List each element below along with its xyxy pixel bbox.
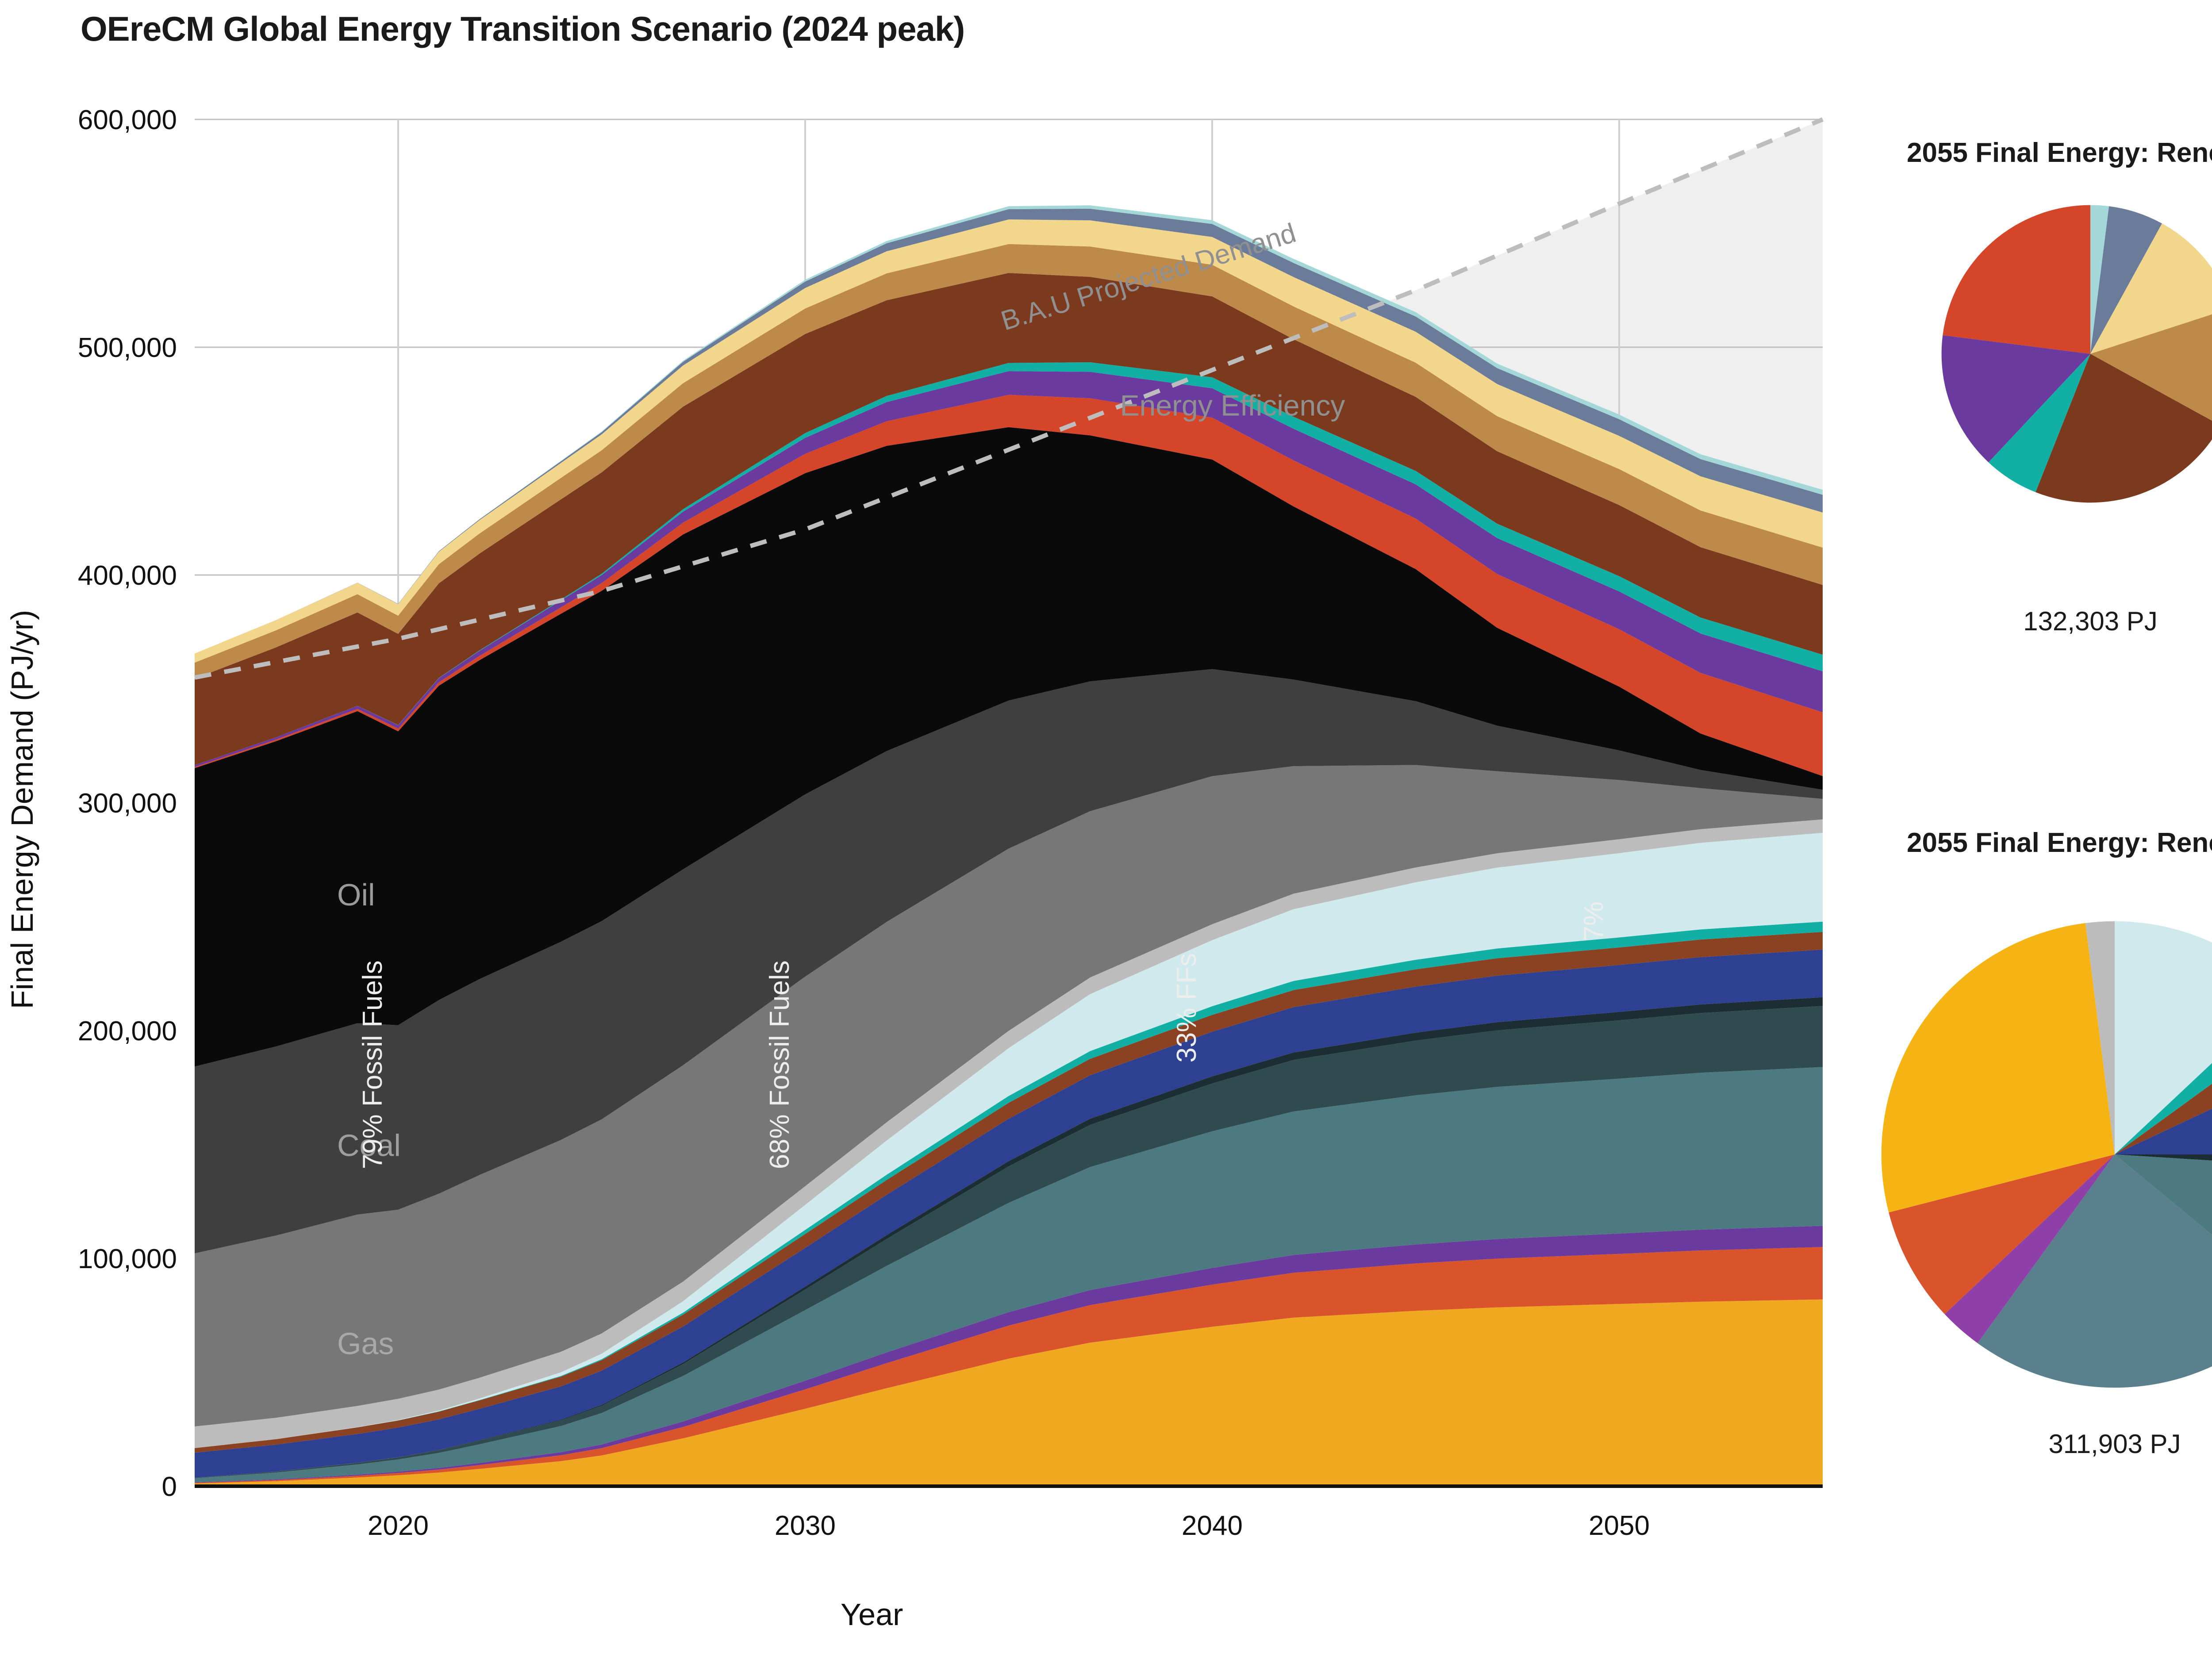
pie-slice [2090, 223, 2212, 354]
area-band [195, 395, 1823, 776]
area-band [195, 1247, 1823, 1484]
main-area-chart: Final Energy Demand (PJ/yr) Year 0 100,00… [0, 102, 1849, 1663]
pie-slice [1889, 1154, 2115, 1314]
oil-label: Oil [337, 878, 375, 912]
area-band [195, 371, 1823, 767]
pie-slice [1941, 335, 2090, 463]
page-title: OEreCM Global Energy Transition Scenario… [81, 9, 965, 48]
pie-slice [2115, 921, 2212, 1154]
fossil-2050-label: 7% [1578, 901, 1609, 941]
y-tick-label: 500,000 [78, 333, 177, 363]
y-axis-label: Final Energy Demand (PJ/yr) [5, 610, 39, 1009]
pie-slice [2115, 1154, 2212, 1235]
pie-slice [2090, 205, 2109, 354]
area-band [195, 832, 1823, 1448]
x-tick-label: 2020 [368, 1511, 429, 1541]
x-axis-label: Year [841, 1597, 903, 1632]
fossil-2040-label: 33% FFs [1171, 953, 1202, 1062]
area-band [195, 273, 1823, 765]
pie-slice [1944, 1154, 2115, 1343]
pie-slice [1943, 205, 2090, 354]
area-chart-svg: 0 100,000 200,000 300,000 400,000 500,000 600,… [78, 105, 1824, 1541]
x-tick-label: 2040 [1182, 1511, 1243, 1541]
area-band [195, 1006, 1823, 1478]
area-band [195, 1299, 1823, 1486]
area-band [195, 669, 1823, 1254]
area-band [195, 1067, 1823, 1483]
pie2-svg [1881, 921, 2212, 1388]
pie-slice [2035, 354, 2212, 503]
pie-slice [1881, 923, 2115, 1213]
area-band [195, 208, 1823, 654]
y-tick-label: 200,000 [78, 1016, 177, 1047]
pie1-svg [1941, 205, 2212, 503]
y-tick-label: 0 [162, 1472, 177, 1502]
coal-label: Coal [337, 1128, 401, 1162]
x-tick-label: 2050 [1589, 1511, 1650, 1541]
area-band [195, 949, 1823, 1478]
fossil-2020-label: 79% Fossil Fuels [357, 960, 388, 1169]
pie-slice [2085, 921, 2115, 1154]
pie2-total: 311,903 PJ [2048, 1429, 2181, 1459]
pie-slice [2115, 1084, 2212, 1154]
area-band [195, 765, 1823, 1426]
y-tick-label: 600,000 [78, 105, 177, 135]
pie-slice [1978, 1154, 2212, 1388]
area-band [195, 1226, 1823, 1483]
y-tick-label: 400,000 [78, 560, 177, 591]
x-tick-label: 2030 [775, 1511, 836, 1541]
pie1-total: 132,303 PJ [2023, 606, 2158, 636]
bau-demand-line [194, 117, 1824, 680]
energy-efficiency-label: Energy Efficiency [1120, 389, 1345, 422]
pie-slice [2090, 206, 2162, 354]
pie2-title: 2055 Final Energy: Renewable Electricity… [1907, 828, 2212, 858]
y-tick-label: 100,000 [78, 1244, 177, 1274]
pie-slice [2090, 314, 2212, 421]
pie-panel: 2055 Final Energy: Renewable Heat & Fuel… [1849, 0, 2212, 1664]
area-band [195, 427, 1823, 1067]
gas-label: Gas [337, 1326, 394, 1361]
pie-slice [1988, 354, 2090, 492]
fossil-2030-label: 68% Fossil Fuels [764, 960, 795, 1169]
pie1-title: 2055 Final Energy: Renewable Heat & Fuel… [1907, 138, 2212, 168]
pie-slice [2115, 1108, 2212, 1154]
y-tick-label: 300,000 [78, 788, 177, 819]
